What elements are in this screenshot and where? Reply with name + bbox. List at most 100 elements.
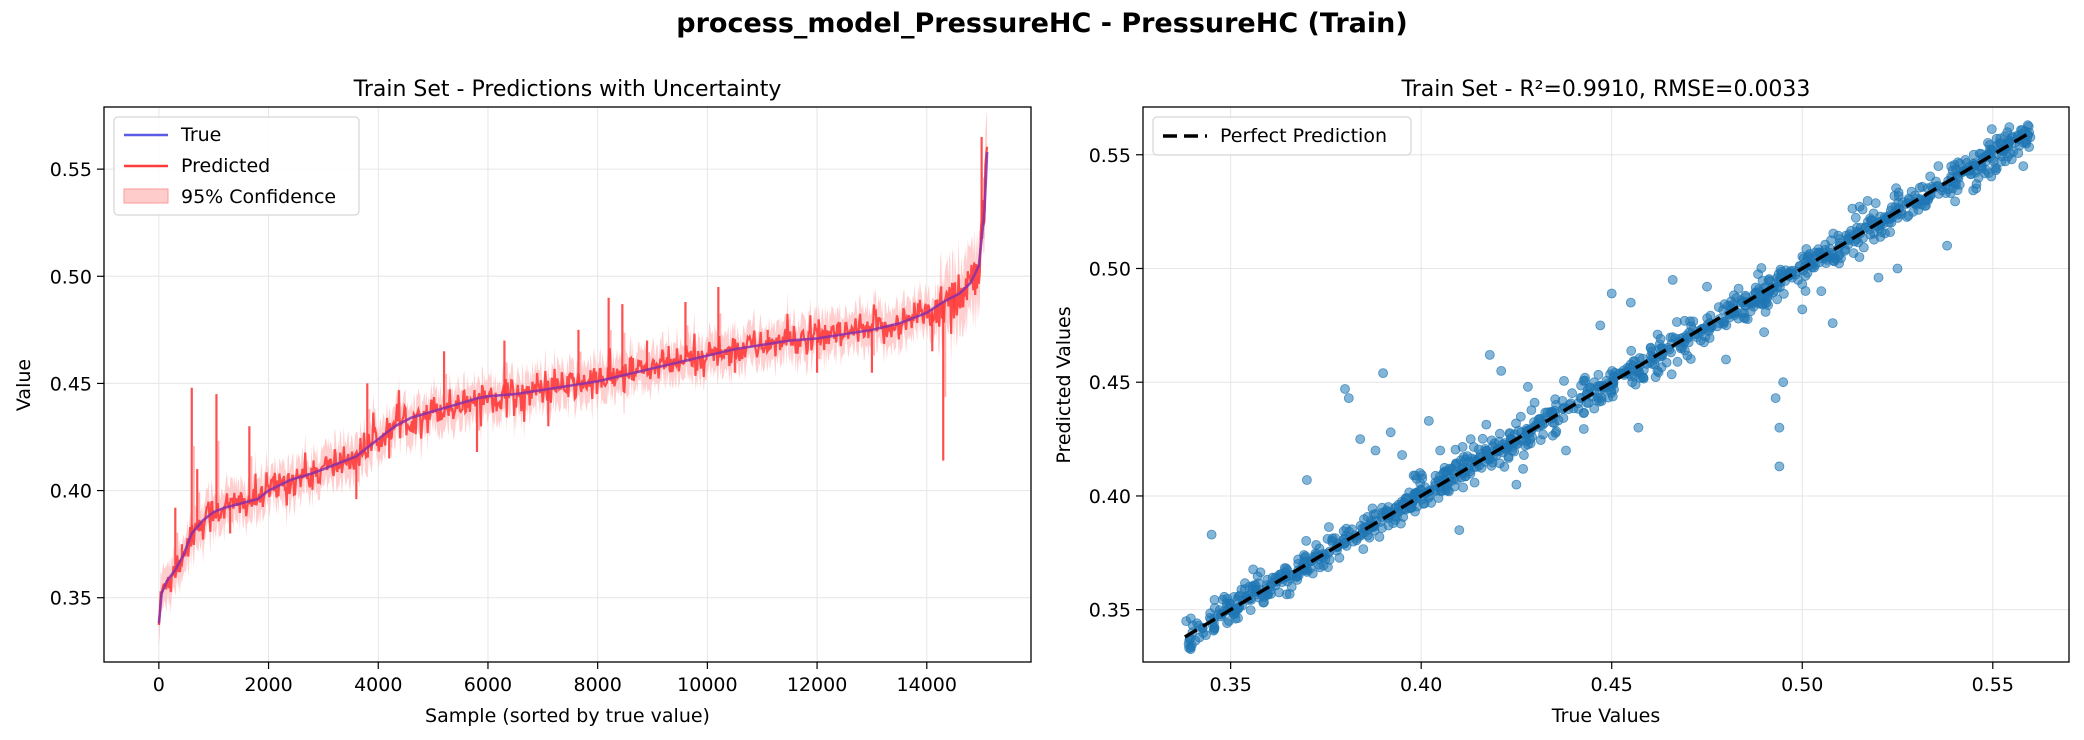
scatter-point <box>1396 518 1406 529</box>
scatter-point <box>1557 395 1568 406</box>
left-y-tick-label: 0.40 <box>50 481 92 503</box>
scatter-point <box>1358 544 1369 554</box>
scatter-point <box>1408 470 1419 481</box>
scatter-point <box>1518 463 1528 474</box>
right-y-tick-label: 0.55 <box>1089 145 1131 167</box>
scatter-point <box>1870 198 1881 209</box>
left-x-tick-label: 2000 <box>244 674 292 696</box>
left-legend-box <box>113 116 360 216</box>
scatter-point <box>1950 196 1960 207</box>
scatter-point <box>1686 321 1697 332</box>
left-x-tick-label: 12000 <box>787 674 847 696</box>
scatter-point <box>1652 365 1663 376</box>
scatter-point <box>1854 252 1865 263</box>
scatter-point <box>1454 525 1465 535</box>
scatter-point <box>2003 135 2014 146</box>
scatter-point <box>1561 445 1571 456</box>
scatter-point <box>1850 212 1861 223</box>
scatter-point <box>1810 260 1820 270</box>
scatter-point <box>1593 369 1604 380</box>
scatter-point <box>1266 589 1276 599</box>
scatter-point <box>1824 243 1835 254</box>
left-legend: True Predicted 95% Confidence <box>113 116 360 216</box>
scatter-point <box>1607 391 1618 402</box>
legend-predicted-label: Predicted <box>181 155 270 177</box>
scatter-point <box>1721 354 1731 365</box>
left-plot-frame <box>103 106 1032 663</box>
scatter-point <box>1307 568 1318 579</box>
scatter-point <box>1184 643 1194 653</box>
left-y-tick-label: 0.50 <box>50 266 92 288</box>
scatter-point <box>2018 161 2029 172</box>
scatter-point <box>1885 227 1895 238</box>
scatter-point <box>1484 349 1495 360</box>
scatter-point <box>1862 195 1873 206</box>
left-x-tick-label: 14000 <box>897 674 957 696</box>
left-chart: Train Set - Predictions with Uncertainty… <box>13 77 1032 727</box>
scatter-point <box>1460 454 1471 465</box>
scatter-point <box>1496 365 1507 376</box>
scatter-point <box>1529 397 1540 408</box>
scatter-point <box>1559 375 1569 386</box>
right-x-tick-label: 0.55 <box>1972 674 2014 696</box>
scatter-point <box>1343 393 1354 404</box>
scatter-point <box>1638 373 1649 384</box>
scatter-point <box>1416 484 1426 495</box>
scatter-point <box>1902 212 1912 222</box>
scatter-point <box>1538 429 1548 440</box>
scatter-point <box>1626 345 1637 356</box>
scatter-point <box>1450 460 1461 471</box>
scatter-point <box>1667 274 1678 285</box>
left-chart-title: Train Set - Predictions with Uncertainty <box>353 77 782 102</box>
right-y-tick-label: 0.45 <box>1089 372 1131 394</box>
scatter-point <box>1847 203 1858 214</box>
right-chart-title: Train Set - R²=0.9910, RMSE=0.0033 <box>1401 77 1811 102</box>
scatter-point <box>1550 428 1561 438</box>
scatter-point <box>1578 424 1589 434</box>
left-x-tick-label: 6000 <box>464 674 512 696</box>
scatter-point <box>1923 195 1933 206</box>
scatter-point <box>1205 608 1216 619</box>
scatter-point <box>1652 329 1663 340</box>
left-x-tick-label: 4000 <box>354 674 402 696</box>
scatter-point <box>1423 415 1434 426</box>
legend-perfect-label: Perfect Prediction <box>1220 125 1387 147</box>
scatter-point <box>1740 313 1750 324</box>
scatter-point <box>1983 168 1994 179</box>
scatter-point <box>1511 479 1522 490</box>
scatter-point <box>1702 281 1712 292</box>
scatter-point <box>1685 354 1696 364</box>
left-x-tick-label: 10000 <box>677 674 737 696</box>
scatter-points <box>1181 120 2036 655</box>
scatter-point <box>1933 161 1944 172</box>
scatter-point <box>1760 306 1771 317</box>
scatter-point <box>1513 425 1524 436</box>
scatter-point <box>1942 240 1952 251</box>
scatter-point <box>1364 532 1375 543</box>
predicted-spikes <box>174 137 985 570</box>
right-y-tick-label: 0.40 <box>1089 486 1131 508</box>
legend-true-label: True <box>180 124 221 146</box>
scatter-point <box>1816 286 1827 297</box>
scatter-point <box>1580 372 1590 383</box>
right-legend-box <box>1152 116 1412 156</box>
left-y-tick-label: 0.55 <box>50 159 92 181</box>
scatter-point <box>1733 283 1744 294</box>
scatter-point <box>1515 411 1526 422</box>
right-y-axis-label: Predicted Values <box>1053 306 1075 463</box>
scatter-point <box>1893 197 1904 208</box>
scatter-point <box>1986 144 1997 155</box>
scatter-point <box>1627 377 1638 388</box>
scatter-point <box>1377 507 1387 518</box>
scatter-point <box>1441 467 1451 477</box>
scatter-point <box>1222 618 1232 629</box>
scatter-point <box>1718 317 1728 328</box>
scatter-point <box>1481 419 1492 430</box>
right-chart: Train Set - R²=0.9910, RMSE=0.0033 0.35 0… <box>1053 77 2070 727</box>
scatter-point <box>1892 263 1903 274</box>
left-x-axis-label: Sample (sorted by true value) <box>425 705 710 727</box>
scatter-point <box>1654 339 1665 350</box>
scatter-point <box>1477 433 1488 444</box>
left-y-ticks: 0.35 0.40 0.45 0.50 0.55 <box>50 159 104 610</box>
